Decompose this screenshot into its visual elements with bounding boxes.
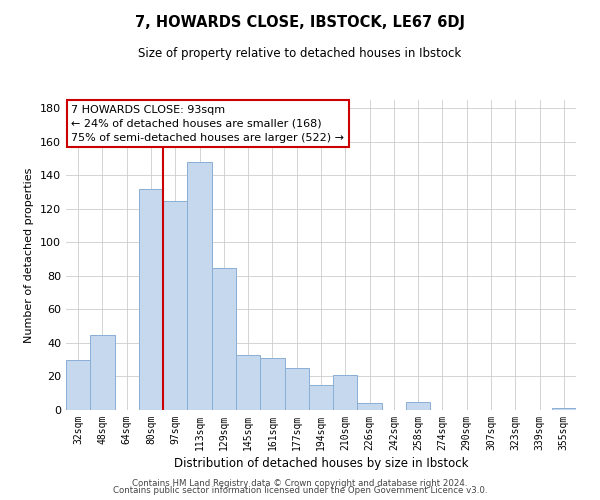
Bar: [139, 189, 163, 410]
Y-axis label: Number of detached properties: Number of detached properties: [25, 168, 34, 342]
Text: Contains public sector information licensed under the Open Government Licence v3: Contains public sector information licen…: [113, 486, 487, 495]
Bar: [333, 375, 358, 410]
Bar: [163, 200, 187, 410]
Bar: [90, 334, 115, 410]
Bar: [309, 385, 333, 410]
Bar: [212, 268, 236, 410]
Bar: [358, 404, 382, 410]
Bar: [406, 402, 430, 410]
Text: 7, HOWARDS CLOSE, IBSTOCK, LE67 6DJ: 7, HOWARDS CLOSE, IBSTOCK, LE67 6DJ: [135, 15, 465, 30]
Text: Size of property relative to detached houses in Ibstock: Size of property relative to detached ho…: [139, 48, 461, 60]
Bar: [187, 162, 212, 410]
Text: Contains HM Land Registry data © Crown copyright and database right 2024.: Contains HM Land Registry data © Crown c…: [132, 478, 468, 488]
X-axis label: Distribution of detached houses by size in Ibstock: Distribution of detached houses by size …: [174, 457, 468, 470]
Bar: [66, 360, 90, 410]
Bar: [236, 354, 260, 410]
Bar: [284, 368, 309, 410]
Bar: [552, 408, 576, 410]
Text: 7 HOWARDS CLOSE: 93sqm
← 24% of detached houses are smaller (168)
75% of semi-de: 7 HOWARDS CLOSE: 93sqm ← 24% of detached…: [71, 104, 344, 142]
Bar: [260, 358, 284, 410]
